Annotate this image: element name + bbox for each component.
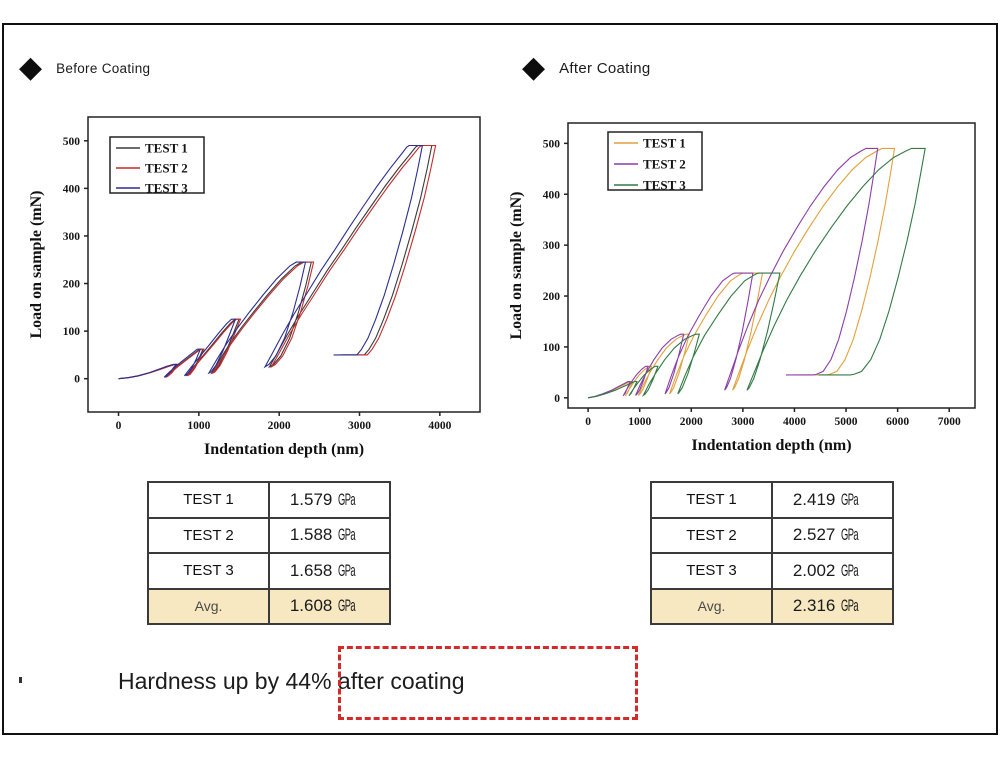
series-test-2: [118, 144, 437, 380]
hardness-value-cell: 2.002 GPa: [771, 552, 894, 590]
svg-text:2000: 2000: [268, 420, 291, 432]
svg-text:0: 0: [74, 374, 80, 386]
legend-label: TEST 3: [145, 181, 188, 196]
chart-after-coating: 0 1000 2000 3000 4000 5000 6000 7000 0 100 200 300 4…: [508, 122, 976, 454]
callout-dashed-box: [338, 646, 638, 720]
test-label-cell: TEST 2: [650, 516, 773, 554]
table-row: Avg. 1.608 GPa: [147, 587, 391, 625]
svg-text:4000: 4000: [783, 416, 806, 428]
x-axis: 0 1000 2000 3000 4000 5000 6000 7000: [585, 408, 961, 428]
unit-label: GPa: [338, 525, 356, 545]
series-test-1: [587, 147, 896, 399]
unit-label: GPa: [841, 525, 859, 545]
svg-text:300: 300: [543, 240, 561, 252]
section-header-after: ◆ After Coating: [522, 51, 651, 84]
hardness-table-before: TEST 1 1.579 GPa TEST 2 1.588 GPa TEST 3 1.65…: [147, 481, 391, 625]
table-row: TEST 1 1.579 GPa: [147, 481, 391, 519]
svg-text:400: 400: [543, 189, 561, 201]
svg-text:500: 500: [63, 136, 81, 148]
svg-text:100: 100: [63, 326, 81, 338]
table-row: TEST 1 2.419 GPa: [650, 481, 894, 519]
hardness-value-cell: 2.419 GPa: [771, 481, 894, 519]
unit-label: GPa: [338, 560, 356, 580]
y-axis: 0 100 200 300 400 500: [63, 136, 88, 386]
svg-text:200: 200: [63, 279, 81, 291]
series-test-3: [588, 147, 926, 399]
svg-text:0: 0: [585, 416, 591, 428]
svg-text:0: 0: [554, 393, 560, 405]
y-axis-title: Load on sample (mN): [508, 191, 525, 339]
y-axis-title: Load on sample (mN): [28, 190, 45, 338]
svg-text:5000: 5000: [835, 416, 858, 428]
table-row: Avg. 2.316 GPa: [650, 587, 894, 625]
plot-frame: [87, 116, 481, 413]
table-row: TEST 2 2.527 GPa: [650, 516, 894, 554]
table-row: TEST 3 1.658 GPa: [147, 552, 391, 590]
x-axis-title: Indentation depth (nm): [691, 437, 851, 454]
svg-text:300: 300: [63, 231, 81, 243]
chart-before-coating: 0 1000 2000 3000 4000 0 100 200 300 400 500 Indenta…: [28, 116, 481, 458]
section-header-before: ◆ Before Coating: [19, 51, 151, 84]
legend-label: TEST 1: [145, 141, 188, 156]
table-row: TEST 2 1.588 GPa: [147, 516, 391, 554]
hardness-value-cell: 1.658 GPa: [268, 552, 391, 590]
svg-text:3000: 3000: [348, 420, 371, 432]
callout-text: Hardness up by 44% after coating: [118, 668, 465, 694]
legend-label: TEST 3: [643, 178, 686, 193]
svg-text:4000: 4000: [428, 420, 451, 432]
legend-label: TEST 2: [643, 157, 686, 172]
hardness-value-cell: 1.588 GPa: [268, 516, 391, 554]
svg-text:2000: 2000: [680, 416, 703, 428]
legend-label: TEST 1: [643, 136, 686, 151]
svg-text:100: 100: [543, 342, 561, 354]
hardness-value-cell: 2.316 GPa: [771, 587, 894, 625]
section-label: After Coating: [559, 59, 651, 77]
test-label-cell: TEST 1: [147, 481, 270, 519]
x-axis-title: Indentation depth (nm): [204, 441, 364, 458]
unit-label: GPa: [841, 596, 859, 616]
hardness-value-cell: 2.527 GPa: [771, 516, 894, 554]
legend-label: TEST 2: [145, 161, 188, 176]
unit-label: GPa: [338, 489, 356, 509]
legend: TEST 1 TEST 2 TEST 3: [109, 136, 205, 196]
section-label: Before Coating: [56, 60, 151, 76]
svg-text:0: 0: [116, 420, 122, 432]
hardness-value-cell: 1.579 GPa: [268, 481, 391, 519]
legend: TEST 1 TEST 2 TEST 3: [607, 131, 703, 193]
test-label-cell: TEST 3: [147, 552, 270, 590]
table-row: TEST 3 2.002 GPa: [650, 552, 894, 590]
test-label-cell: TEST 2: [147, 516, 270, 554]
y-axis: 0 100 200 300 400 500: [543, 138, 568, 405]
svg-text:6000: 6000: [886, 416, 909, 428]
hardness-table-after: TEST 1 2.419 GPa TEST 2 2.527 GPa TEST 3 2.00…: [650, 481, 894, 625]
plot-frame: [567, 122, 976, 409]
svg-text:500: 500: [543, 138, 561, 150]
test-label-cell: TEST 1: [650, 481, 773, 519]
x-axis: 0 1000 2000 3000 4000: [116, 412, 452, 432]
diamond-icon: ◆: [522, 51, 546, 84]
test-label-cell: Avg.: [650, 587, 773, 625]
hardness-value-cell: 1.608 GPa: [268, 587, 391, 625]
unit-label: GPa: [841, 560, 859, 580]
svg-text:1000: 1000: [187, 420, 210, 432]
unit-label: GPa: [338, 596, 356, 616]
series-test-2: [587, 147, 879, 399]
diamond-icon: ◆: [19, 51, 43, 84]
series-test-3: [118, 144, 424, 380]
test-label-cell: Avg.: [147, 587, 270, 625]
svg-text:1000: 1000: [628, 416, 651, 428]
bullet-dot: [19, 677, 22, 683]
svg-text:200: 200: [543, 291, 561, 303]
unit-label: GPa: [841, 489, 859, 509]
svg-text:7000: 7000: [938, 416, 961, 428]
test-label-cell: TEST 3: [650, 552, 773, 590]
svg-text:400: 400: [63, 183, 81, 195]
svg-text:3000: 3000: [731, 416, 754, 428]
